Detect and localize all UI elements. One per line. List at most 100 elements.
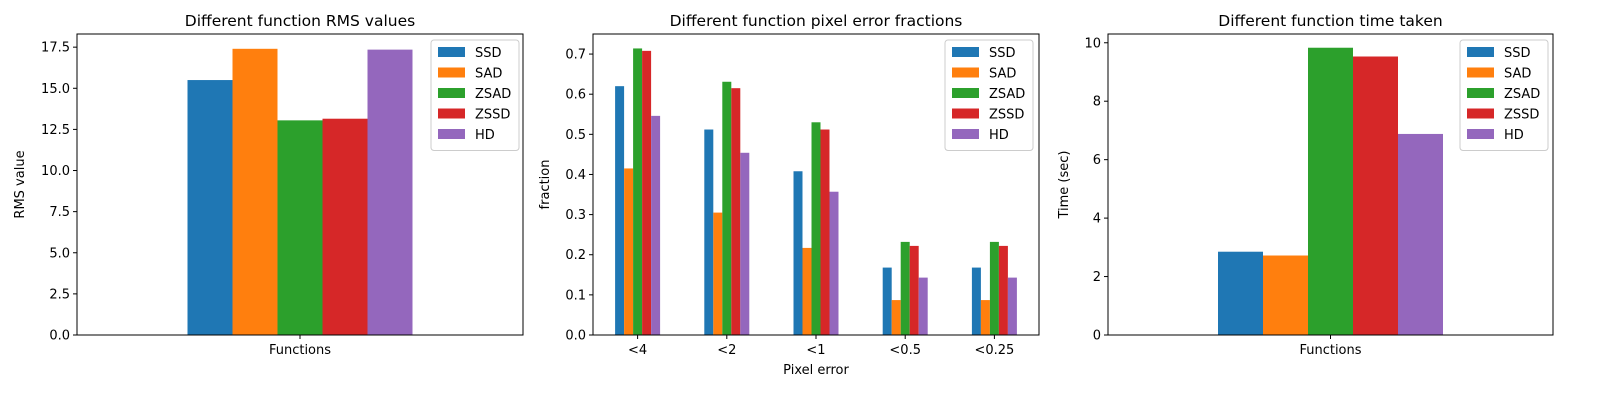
- bar-zsad-4: [989, 241, 999, 335]
- y-axis-label: Time (sec): [1057, 150, 1072, 219]
- chart-title: Different function RMS values: [185, 12, 415, 30]
- x-tick-label: <4: [628, 343, 647, 358]
- bar-sad-0: [624, 168, 634, 335]
- bar-zssd-0: [322, 118, 368, 336]
- bar-sad-1: [713, 212, 723, 335]
- y-tick-label: 0.0: [49, 329, 70, 344]
- legend-label-ssd: SSD: [475, 46, 502, 61]
- bar-zsad-1: [722, 81, 732, 335]
- bar-sad-4: [980, 300, 990, 335]
- bar-ssd-1: [704, 129, 714, 335]
- x-tick-label: <2: [717, 343, 736, 358]
- legend-swatch-ssd: [438, 47, 465, 57]
- bar-zsad-0: [1308, 47, 1353, 335]
- legend-label-sad: SAD: [475, 67, 502, 82]
- legend-swatch-zsad: [1467, 88, 1494, 98]
- legend-swatch-zsad: [952, 88, 979, 98]
- legend-label-sad: SAD: [989, 67, 1016, 82]
- bar-zsad-3: [900, 241, 910, 335]
- y-tick-label: 7.5: [49, 205, 70, 220]
- x-tick-label: Functions: [269, 343, 331, 358]
- bar-zssd-1: [731, 88, 741, 336]
- y-axis-label: RMS value: [13, 150, 28, 218]
- bar-ssd-0: [187, 80, 233, 335]
- bar-hd-0: [651, 115, 661, 336]
- legend-swatch-hd: [952, 129, 979, 139]
- legend-label-zssd: ZSSD: [1504, 108, 1539, 123]
- y-tick-label: 0.5: [565, 128, 586, 143]
- legend-swatch-sad: [1467, 67, 1494, 78]
- y-tick-label: 17.5: [41, 41, 70, 56]
- plot-frame: [76, 33, 524, 336]
- bar-zssd-0: [1353, 56, 1398, 335]
- legend-label-zssd: ZSSD: [475, 108, 510, 123]
- y-axis-label: fraction: [538, 160, 553, 210]
- y-tick-label: 0.3: [565, 208, 586, 223]
- bar-zsad-2: [811, 122, 821, 335]
- bar-hd-0: [1398, 133, 1443, 335]
- y-tick-label: 8: [1093, 95, 1101, 110]
- legend-swatch-sad: [952, 67, 979, 78]
- legend-label-zsad: ZSAD: [475, 87, 511, 102]
- y-tick-label: 0.1: [565, 288, 586, 303]
- time-chart: Functions 0 2 4 6 8 10 Different function time …: [1057, 12, 1554, 358]
- plot-frame: [592, 33, 1040, 336]
- bar-sad-0: [232, 48, 278, 336]
- y-tick-label: 10: [1084, 36, 1101, 51]
- legend-swatch-hd: [438, 129, 465, 139]
- y-tick-label: 0: [1093, 329, 1101, 344]
- bar-hd-4: [1007, 277, 1017, 335]
- x-tick-label: Functions: [1299, 343, 1361, 358]
- plot-frame: [1107, 33, 1554, 336]
- pixel-error-chart: <4 <2 <1 <0.5 <0.25 0.0 0.1 0.2 0.3 0.4 0.5 0.6 0.7 D…: [538, 12, 1040, 378]
- bar-hd-0: [367, 49, 413, 335]
- bar-hd-3: [918, 277, 928, 335]
- legend-label-hd: HD: [989, 128, 1009, 143]
- legend-label-hd: HD: [475, 128, 495, 143]
- legend-label-zssd: ZSSD: [989, 108, 1024, 123]
- y-tick-label: 2.5: [49, 287, 70, 302]
- legend-swatch-zssd: [438, 108, 465, 119]
- legend-swatch-hd: [1467, 129, 1494, 139]
- bar-zsad-0: [277, 120, 323, 335]
- bar-sad-2: [802, 247, 812, 335]
- legend-label-zsad: ZSAD: [1504, 87, 1540, 102]
- bar-ssd-0: [615, 86, 625, 335]
- bar-zssd-4: [998, 245, 1008, 335]
- legend-label-ssd: SSD: [1504, 46, 1531, 61]
- bar-ssd-4: [971, 267, 981, 335]
- y-tick-label: 10.0: [41, 164, 70, 179]
- bar-hd-2: [829, 191, 839, 335]
- x-axis-label: Pixel error: [783, 363, 849, 378]
- legend-swatch-zssd: [1467, 108, 1494, 119]
- bar-zssd-0: [642, 50, 652, 336]
- bar-zsad-0: [633, 48, 643, 335]
- y-tick-label: 0.4: [565, 168, 586, 183]
- y-tick-label: 5.0: [49, 246, 70, 261]
- y-tick-label: 0.2: [565, 248, 586, 263]
- chart-title: Different function pixel error fractions: [670, 12, 963, 30]
- bar-ssd-2: [793, 171, 803, 335]
- x-tick-label: <0.25: [974, 343, 1014, 358]
- y-tick-label: 12.5: [41, 123, 70, 138]
- bar-ssd-0: [1218, 251, 1263, 335]
- legend-label-hd: HD: [1504, 128, 1524, 143]
- legend-label-ssd: SSD: [989, 46, 1016, 61]
- legend-swatch-ssd: [952, 47, 979, 57]
- y-tick-label: 6: [1093, 153, 1101, 168]
- bar-sad-0: [1263, 255, 1308, 335]
- bar-ssd-3: [882, 267, 892, 335]
- y-tick-label: 0.0: [565, 329, 586, 344]
- bar-sad-3: [891, 300, 901, 335]
- chart-title: Different function time taken: [1218, 12, 1442, 30]
- bar-zssd-3: [909, 245, 919, 335]
- legend-swatch-ssd: [1467, 47, 1494, 57]
- legend-swatch-zsad: [438, 88, 465, 98]
- y-tick-label: 2: [1093, 270, 1101, 285]
- legend-swatch-sad: [438, 67, 465, 78]
- legend-label-zsad: ZSAD: [989, 87, 1025, 102]
- y-tick-label: 15.0: [41, 82, 70, 97]
- legend-label-sad: SAD: [1504, 67, 1531, 82]
- bar-hd-1: [740, 152, 750, 335]
